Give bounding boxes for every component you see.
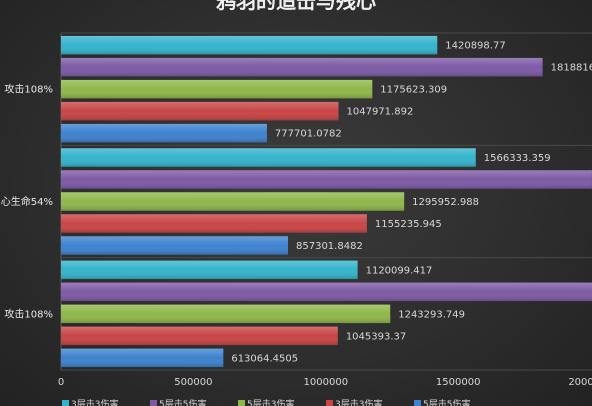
data-label: 857301.8482 — [296, 241, 363, 252]
bar-shading — [61, 35, 438, 55]
data-label: 1155235.945 — [375, 219, 442, 230]
data-label: 1295952.988 — [412, 197, 479, 208]
bar-shading — [61, 260, 358, 280]
legend: 3层击3伤害 5层击5伤害 5层击3伤害 3层击3伤害 5层击5伤害 — [62, 398, 470, 406]
legend-swatch — [326, 400, 333, 406]
data-label: 1120099.417 — [366, 265, 433, 276]
data-label: 777701.0782 — [275, 129, 342, 140]
bar-shading — [61, 57, 543, 77]
bar-shading — [61, 304, 391, 324]
legend-label: 5层击3伤害 — [247, 398, 294, 406]
category-label: 心生命54% — [1, 195, 53, 208]
legend-swatch — [414, 400, 421, 406]
data-label: 1243293.749 — [398, 309, 465, 320]
data-label: 1047971.892 — [347, 107, 414, 118]
x-tick-label: 2000000 — [568, 377, 592, 388]
legend-label: 3层击3伤害 — [71, 398, 118, 406]
chart-title: 鸦羽的追击与残心 — [216, 0, 376, 13]
data-label: 1420898.77 — [445, 41, 505, 52]
bar-shading — [61, 123, 267, 143]
category-labels: 攻击108% 心生命54% 攻击108% — [1, 83, 53, 321]
bar-shading — [61, 348, 224, 368]
data-label: 1175623.309 — [380, 85, 447, 96]
x-tick-label: 500000 — [174, 377, 212, 388]
x-tick-label: 1000000 — [304, 377, 349, 388]
x-tick-label: 1500000 — [436, 377, 481, 388]
legend-label: 5层击5伤害 — [159, 398, 206, 406]
bars: 777701.0782 1047971.892 1175623.309 1818816… — [61, 35, 592, 368]
legend-swatch — [62, 400, 69, 406]
bar-shading — [61, 148, 476, 167]
data-label: 1045393.37 — [346, 331, 406, 342]
bar-shading — [61, 326, 338, 346]
category-label: 攻击108% — [4, 307, 53, 320]
legend-swatch — [150, 400, 157, 406]
bar-shading — [61, 79, 373, 99]
x-tick-label: 0 — [58, 377, 64, 388]
category-label: 攻击108% — [4, 83, 53, 96]
x-axis-ticks: 05000001000000150000020000002500000 — [58, 377, 592, 388]
bar-shading — [61, 192, 405, 211]
bar-shading — [61, 170, 592, 189]
data-label: 613064.4505 — [231, 353, 298, 364]
bar-shading — [61, 101, 339, 121]
legend-swatch — [238, 400, 245, 406]
bar-shading — [61, 236, 289, 255]
data-label: 1566333.359 — [484, 153, 551, 164]
bar-shading — [61, 214, 367, 233]
bar-shading — [61, 282, 592, 302]
legend-label: 3层击3伤害 — [335, 398, 382, 406]
data-label: 1818816.445 — [551, 63, 592, 74]
legend-label: 5层击5伤害 — [423, 398, 470, 406]
